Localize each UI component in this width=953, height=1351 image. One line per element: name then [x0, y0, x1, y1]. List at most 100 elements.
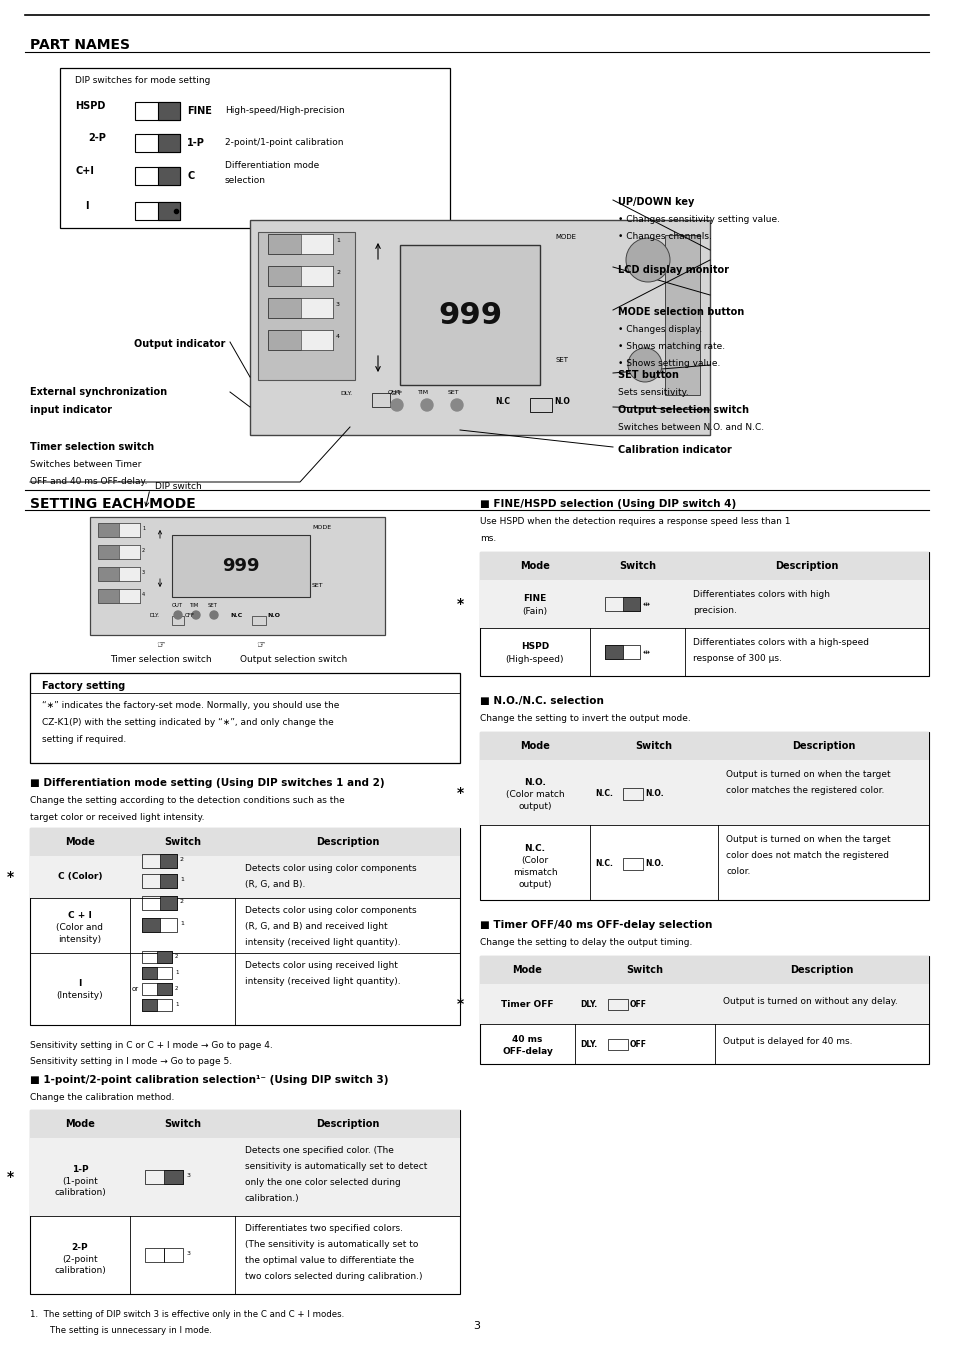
Text: • Changes sensitivity setting value.: • Changes sensitivity setting value.: [618, 215, 780, 224]
Text: 2: 2: [180, 857, 184, 862]
Text: *: *: [456, 785, 463, 800]
Text: SET: SET: [448, 390, 459, 394]
Bar: [135, 168, 180, 185]
Text: N.C.: N.C.: [595, 789, 612, 797]
Text: ⇹: ⇹: [642, 648, 649, 657]
Text: precision.: precision.: [692, 607, 736, 615]
Bar: [142, 951, 172, 963]
Bar: [479, 761, 928, 825]
Text: ■ Timer OFF/40 ms OFF-delay selection: ■ Timer OFF/40 ms OFF-delay selection: [479, 920, 712, 929]
Text: Use HSPD when the detection requires a response speed less than 1: Use HSPD when the detection requires a r…: [479, 517, 790, 526]
Text: Switch: Switch: [164, 1119, 201, 1129]
Text: UP/DOWN key: UP/DOWN key: [618, 197, 694, 207]
Text: LCD display monitor: LCD display monitor: [618, 265, 728, 276]
Text: Switches between Timer: Switches between Timer: [30, 459, 141, 469]
Text: only the one color selected during: only the one color selected during: [245, 1178, 400, 1188]
Text: Output selection switch: Output selection switch: [240, 655, 347, 663]
Text: Description: Description: [789, 965, 853, 975]
Text: • Changes display.: • Changes display.: [618, 326, 701, 334]
Text: N.O: N.O: [267, 613, 280, 617]
Circle shape: [345, 584, 365, 603]
Text: Switch: Switch: [626, 965, 662, 975]
Text: SET button: SET button: [618, 370, 679, 380]
Text: TIM: TIM: [417, 390, 429, 394]
Bar: [301, 330, 333, 350]
Bar: [119, 589, 140, 603]
Text: MODE selection button: MODE selection button: [618, 307, 743, 317]
Circle shape: [625, 238, 669, 282]
Text: output): output): [517, 880, 551, 889]
Circle shape: [173, 611, 182, 619]
Text: DLY.: DLY.: [150, 613, 160, 617]
Text: C: C: [187, 172, 194, 181]
Text: Differentiation mode: Differentiation mode: [225, 161, 319, 170]
Text: ■ 1-point/2-point calibration selection¹⁻ (Using DIP switch 3): ■ 1-point/2-point calibration selection¹…: [30, 1075, 388, 1085]
Text: OFF: OFF: [391, 390, 403, 396]
Bar: [98, 567, 140, 581]
Text: 2: 2: [174, 986, 178, 992]
Text: Differentiates two specified colors.: Differentiates two specified colors.: [245, 1224, 402, 1233]
Text: Output selection switch: Output selection switch: [618, 405, 748, 415]
Bar: [142, 967, 157, 979]
Text: The setting is unnecessary in I mode.: The setting is unnecessary in I mode.: [50, 1325, 212, 1335]
Text: I: I: [78, 979, 82, 989]
Text: Switch: Switch: [635, 740, 672, 751]
Text: ⇹: ⇹: [642, 600, 649, 609]
Text: Mode: Mode: [519, 561, 549, 571]
Bar: [268, 266, 333, 286]
Bar: [157, 951, 172, 963]
Text: “∗” indicates the factory-set mode. Normally, you should use the: “∗” indicates the factory-set mode. Norm…: [42, 701, 339, 711]
Bar: [164, 1248, 183, 1262]
Bar: [164, 1170, 183, 1183]
Bar: [159, 896, 177, 911]
Text: Output is turned on when the target: Output is turned on when the target: [725, 835, 890, 844]
Text: Timer selection switch: Timer selection switch: [110, 655, 212, 663]
Text: Detects color using received light: Detects color using received light: [245, 961, 397, 970]
Text: 1.  The setting of DIP switch 3 is effective only in the C and C + I modes.: 1. The setting of DIP switch 3 is effect…: [30, 1310, 344, 1319]
Bar: [157, 134, 180, 153]
Text: two colors selected during calibration.): two colors selected during calibration.): [245, 1273, 422, 1281]
Text: 2: 2: [174, 954, 178, 959]
Text: MODE: MODE: [312, 526, 331, 530]
Bar: [622, 597, 639, 611]
Text: High-speed/High-precision: High-speed/High-precision: [225, 105, 344, 115]
Text: 4: 4: [335, 334, 339, 339]
Text: 2: 2: [180, 898, 184, 904]
Bar: [604, 597, 639, 611]
Bar: [301, 266, 333, 286]
Text: mismatch: mismatch: [512, 867, 557, 877]
Text: *: *: [7, 1170, 13, 1183]
Text: 1: 1: [180, 921, 184, 925]
Text: I: I: [85, 201, 89, 211]
Text: ☞: ☞: [255, 640, 265, 650]
Bar: [479, 732, 928, 900]
Bar: [119, 544, 140, 559]
Bar: [142, 917, 159, 932]
Text: Detects one specified color. (The: Detects one specified color. (The: [245, 1146, 394, 1155]
Text: PART NAMES: PART NAMES: [30, 38, 130, 51]
Bar: [479, 984, 928, 1024]
Text: HSPD: HSPD: [520, 642, 549, 650]
Bar: [157, 168, 180, 185]
Bar: [479, 553, 928, 580]
Bar: [30, 1111, 459, 1294]
Bar: [268, 234, 333, 254]
Circle shape: [210, 611, 218, 619]
Text: MODE: MODE: [555, 234, 576, 240]
Bar: [268, 299, 333, 317]
Bar: [157, 101, 180, 120]
Text: intensity (received light quantity).: intensity (received light quantity).: [245, 938, 400, 947]
Bar: [90, 517, 385, 635]
Text: DIP switch: DIP switch: [154, 482, 201, 490]
Bar: [119, 523, 140, 536]
Text: 1: 1: [174, 970, 178, 975]
Text: Mode: Mode: [512, 965, 542, 975]
Bar: [119, 567, 140, 581]
Text: calibration): calibration): [54, 1266, 106, 1275]
Text: (2-point: (2-point: [62, 1255, 98, 1263]
Text: Change the setting to delay the output timing.: Change the setting to delay the output t…: [479, 938, 692, 947]
Text: Factory setting: Factory setting: [42, 681, 125, 690]
Bar: [604, 644, 639, 659]
Bar: [399, 245, 539, 385]
Bar: [664, 235, 700, 394]
